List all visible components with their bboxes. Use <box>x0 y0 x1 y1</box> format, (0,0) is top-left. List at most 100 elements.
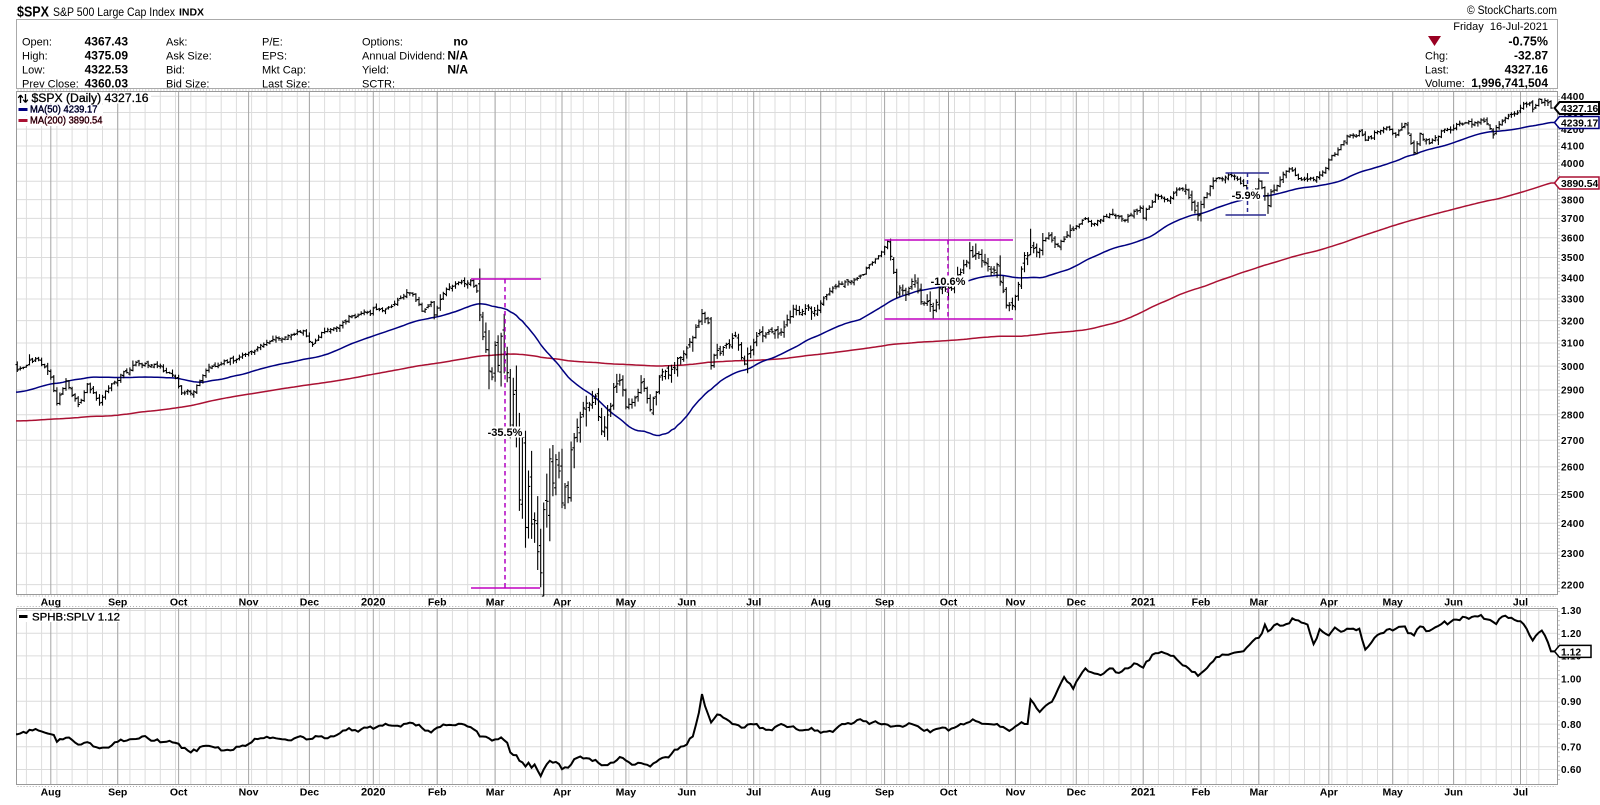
svg-text:2300: 2300 <box>1561 549 1585 560</box>
svg-text:2800: 2800 <box>1561 410 1585 421</box>
svg-text:3000: 3000 <box>1561 362 1585 373</box>
svg-text:Open:: Open: <box>22 36 52 48</box>
svg-text:Chg:: Chg: <box>1425 50 1448 62</box>
svg-text:3400: 3400 <box>1561 274 1585 285</box>
svg-text:2020: 2020 <box>361 787 385 799</box>
svg-text:Nov: Nov <box>1005 597 1025 609</box>
svg-text:0.70: 0.70 <box>1561 743 1582 754</box>
svg-text:2200: 2200 <box>1561 580 1585 591</box>
svg-text:1.12: 1.12 <box>1561 647 1581 658</box>
svg-text:Bid:: Bid: <box>166 64 185 76</box>
svg-text:2021: 2021 <box>1131 787 1155 799</box>
svg-text:Jun: Jun <box>677 787 696 799</box>
svg-text:Sep: Sep <box>108 787 127 799</box>
svg-text:Oct: Oct <box>940 597 958 609</box>
svg-text:Mar: Mar <box>1249 787 1268 799</box>
svg-text:Jun: Jun <box>677 597 696 609</box>
svg-text:4400: 4400 <box>1561 92 1585 103</box>
svg-text:4200: 4200 <box>1561 125 1585 136</box>
svg-text:Oct: Oct <box>940 787 958 799</box>
svg-text:Jun: Jun <box>1444 597 1463 609</box>
svg-text:Apr: Apr <box>553 597 571 609</box>
svg-text:S&P 500 Large Cap Index: S&P 500 Large Cap Index <box>53 5 175 19</box>
svg-text:3300: 3300 <box>1561 295 1585 306</box>
svg-text:Feb: Feb <box>1192 787 1211 799</box>
svg-text:Jul: Jul <box>1513 787 1528 799</box>
svg-text:$SPX (Daily) 4327.16: $SPX (Daily) 4327.16 <box>32 93 149 105</box>
svg-text:May: May <box>616 787 637 799</box>
svg-text:3600: 3600 <box>1561 233 1585 244</box>
svg-text:3200: 3200 <box>1561 316 1585 327</box>
svg-text:Volume:: Volume: <box>1425 78 1465 90</box>
svg-text:$SPX: $SPX <box>17 4 49 21</box>
svg-text:1.00: 1.00 <box>1561 674 1582 685</box>
svg-text:Annual Dividend:: Annual Dividend: <box>362 50 445 62</box>
svg-text:Apr: Apr <box>553 787 571 799</box>
svg-text:2021: 2021 <box>1131 597 1155 609</box>
svg-text:Prev Close:: Prev Close: <box>22 78 79 90</box>
svg-text:-32.87: -32.87 <box>1514 48 1548 62</box>
svg-text:3500: 3500 <box>1561 253 1585 264</box>
svg-text:1,996,741,504: 1,996,741,504 <box>1471 76 1548 90</box>
svg-text:Feb: Feb <box>1192 597 1211 609</box>
svg-text:Feb: Feb <box>428 597 447 609</box>
svg-text:Apr: Apr <box>1320 597 1338 609</box>
svg-text:3100: 3100 <box>1561 339 1585 350</box>
svg-text:Aug: Aug <box>810 597 830 609</box>
svg-text:Sep: Sep <box>875 787 894 799</box>
svg-text:Dec: Dec <box>300 787 319 799</box>
svg-text:May: May <box>616 597 637 609</box>
svg-text:Mar: Mar <box>486 597 505 609</box>
svg-text:Apr: Apr <box>1320 787 1338 799</box>
svg-text:May: May <box>1382 597 1403 609</box>
svg-text:Jul: Jul <box>746 597 761 609</box>
svg-text:Oct: Oct <box>170 597 188 609</box>
svg-text:Nov: Nov <box>1005 787 1025 799</box>
svg-text:Dec: Dec <box>300 597 319 609</box>
svg-text:4000: 4000 <box>1561 159 1585 170</box>
svg-text:Dec: Dec <box>1067 597 1086 609</box>
svg-text:EPS:: EPS: <box>262 50 287 62</box>
svg-text:Yield:: Yield: <box>362 64 389 76</box>
svg-text:Friday 16-Jul-2021: Friday 16-Jul-2021 <box>1453 21 1548 33</box>
svg-text:Last:: Last: <box>1425 64 1449 76</box>
svg-text:SCTR:: SCTR: <box>362 78 395 90</box>
svg-text:SPHB:SPLV 1.12: SPHB:SPLV 1.12 <box>32 612 120 624</box>
svg-text:2400: 2400 <box>1561 519 1585 530</box>
svg-text:May: May <box>1382 787 1403 799</box>
svg-text:Nov: Nov <box>239 787 259 799</box>
svg-text:3890.54: 3890.54 <box>1561 179 1598 190</box>
svg-text:Bid Size:: Bid Size: <box>166 78 209 90</box>
svg-text:Low:: Low: <box>22 64 45 76</box>
svg-text:0.60: 0.60 <box>1561 765 1582 776</box>
svg-text:4367.43: 4367.43 <box>85 34 129 48</box>
svg-text:Aug: Aug <box>41 787 61 799</box>
svg-text:-35.5%: -35.5% <box>488 427 523 439</box>
svg-text:4375.09: 4375.09 <box>85 48 129 62</box>
svg-text:4100: 4100 <box>1561 142 1585 153</box>
svg-text:1.20: 1.20 <box>1561 629 1582 640</box>
svg-text:Options:: Options: <box>362 36 403 48</box>
svg-text:-5.9%: -5.9% <box>1232 190 1261 202</box>
svg-text:© StockCharts.com: © StockCharts.com <box>1467 5 1557 17</box>
svg-text:4327.16: 4327.16 <box>1561 104 1598 115</box>
svg-text:-10.6%: -10.6% <box>931 276 966 288</box>
svg-text:2020: 2020 <box>361 597 385 609</box>
svg-text:Ask Size:: Ask Size: <box>166 50 212 62</box>
svg-text:Mkt Cap:: Mkt Cap: <box>262 64 306 76</box>
svg-text:4360.03: 4360.03 <box>85 76 129 90</box>
svg-text:3800: 3800 <box>1561 195 1585 206</box>
svg-text:1.30: 1.30 <box>1561 606 1582 617</box>
svg-text:MA(200) 3890.54: MA(200) 3890.54 <box>30 115 103 127</box>
svg-text:4322.53: 4322.53 <box>85 62 129 76</box>
svg-text:0.90: 0.90 <box>1561 697 1582 708</box>
svg-text:Dec: Dec <box>1067 787 1086 799</box>
svg-text:N/A: N/A <box>447 48 468 62</box>
svg-text:Jul: Jul <box>746 787 761 799</box>
svg-text:Jun: Jun <box>1444 787 1463 799</box>
svg-text:2600: 2600 <box>1561 463 1585 474</box>
svg-text:Last Size:: Last Size: <box>262 78 310 90</box>
svg-text:Aug: Aug <box>810 787 830 799</box>
svg-text:0.80: 0.80 <box>1561 720 1582 731</box>
svg-text:MA(50) 4239.17: MA(50) 4239.17 <box>30 104 98 116</box>
